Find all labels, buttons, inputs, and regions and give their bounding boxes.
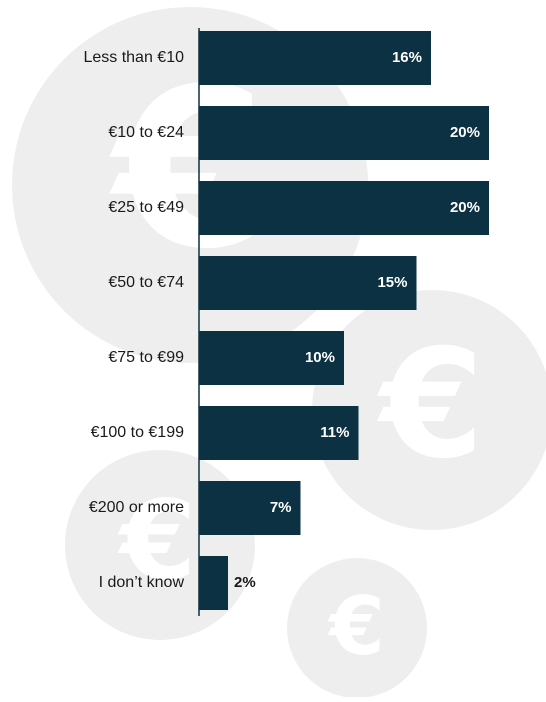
euro-symbol: € xyxy=(117,476,197,604)
background-coins xyxy=(12,7,546,698)
value-label: 7% xyxy=(270,499,292,516)
category-label: I don’t know xyxy=(99,574,185,591)
euro-symbol: € xyxy=(327,580,385,673)
coin xyxy=(287,558,427,698)
bar xyxy=(199,556,228,610)
value-label: 10% xyxy=(305,349,335,366)
category-label: €25 to €49 xyxy=(108,199,184,216)
value-label: 16% xyxy=(392,49,422,66)
value-label: 11% xyxy=(320,424,349,441)
euro-symbol: € xyxy=(377,318,484,492)
category-label: Less than €10 xyxy=(83,49,184,66)
value-label: 20% xyxy=(450,199,480,216)
bar xyxy=(199,331,344,385)
value-label: 2% xyxy=(234,574,256,591)
category-label: €50 to €74 xyxy=(108,274,184,291)
bar xyxy=(199,481,301,535)
bar xyxy=(199,31,431,85)
coin xyxy=(312,290,546,530)
bar xyxy=(199,256,417,310)
category-label: €100 to €199 xyxy=(91,424,185,441)
category-label: €75 to €99 xyxy=(108,349,184,366)
bar xyxy=(199,106,489,160)
value-label: 20% xyxy=(450,124,480,141)
category-label: €200 or more xyxy=(89,499,184,516)
bar xyxy=(199,181,489,235)
value-label: 15% xyxy=(377,274,407,291)
category-label: €10 to €24 xyxy=(108,124,184,141)
bar xyxy=(199,406,359,460)
